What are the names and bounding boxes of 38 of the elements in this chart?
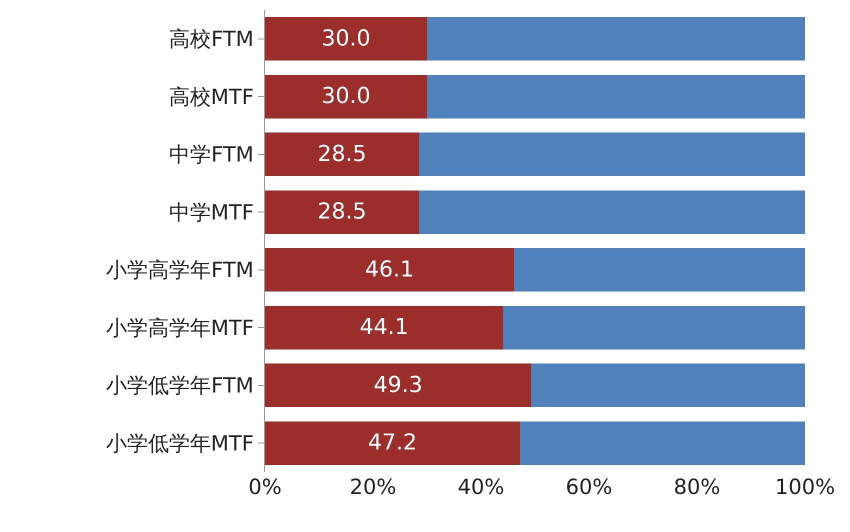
x-tick-label: 40% (458, 475, 504, 499)
bar (514, 248, 805, 292)
data-label: 47.2 (368, 430, 417, 456)
bar (265, 248, 514, 292)
y-tick-label: 高校FTM (169, 27, 254, 52)
x-tick-label: 20% (350, 475, 396, 499)
y-tick-label: 小学高学年MTF (106, 316, 254, 340)
x-tick-label: 0% (248, 475, 282, 499)
y-tick-label: 中学MTF (168, 200, 254, 224)
y-tick-label: 小学高学年FTM (106, 258, 254, 282)
bar (265, 74, 427, 118)
data-label: 30.0 (322, 84, 370, 110)
y-tick-label: 小学低学年FTM (106, 374, 254, 398)
data-label: 46.1 (364, 257, 414, 282)
bar (418, 132, 805, 176)
bar (265, 306, 504, 350)
bar (427, 74, 805, 118)
bar (265, 17, 427, 61)
y-tick-label: 中学FTM (169, 142, 254, 167)
x-tick-label: 60% (566, 475, 612, 499)
data-label: 49.3 (374, 372, 423, 398)
x-tick-label: 80% (674, 475, 720, 499)
data-label: 28.5 (317, 142, 366, 167)
bar (427, 17, 805, 61)
bar (265, 364, 532, 408)
data-label: 28.5 (317, 200, 366, 225)
bar (531, 364, 805, 408)
bar (418, 190, 805, 234)
bar (265, 190, 419, 234)
data-label: 44.1 (360, 315, 409, 340)
data-label: 30.0 (322, 26, 370, 52)
y-tick-label: 高校MTF (168, 84, 254, 109)
bar (520, 421, 805, 465)
bar (265, 421, 520, 465)
y-tick-label: 小学低学年MTF (106, 431, 254, 456)
bar (503, 306, 805, 350)
bar (265, 132, 419, 176)
x-tick-label: 100% (774, 475, 836, 499)
